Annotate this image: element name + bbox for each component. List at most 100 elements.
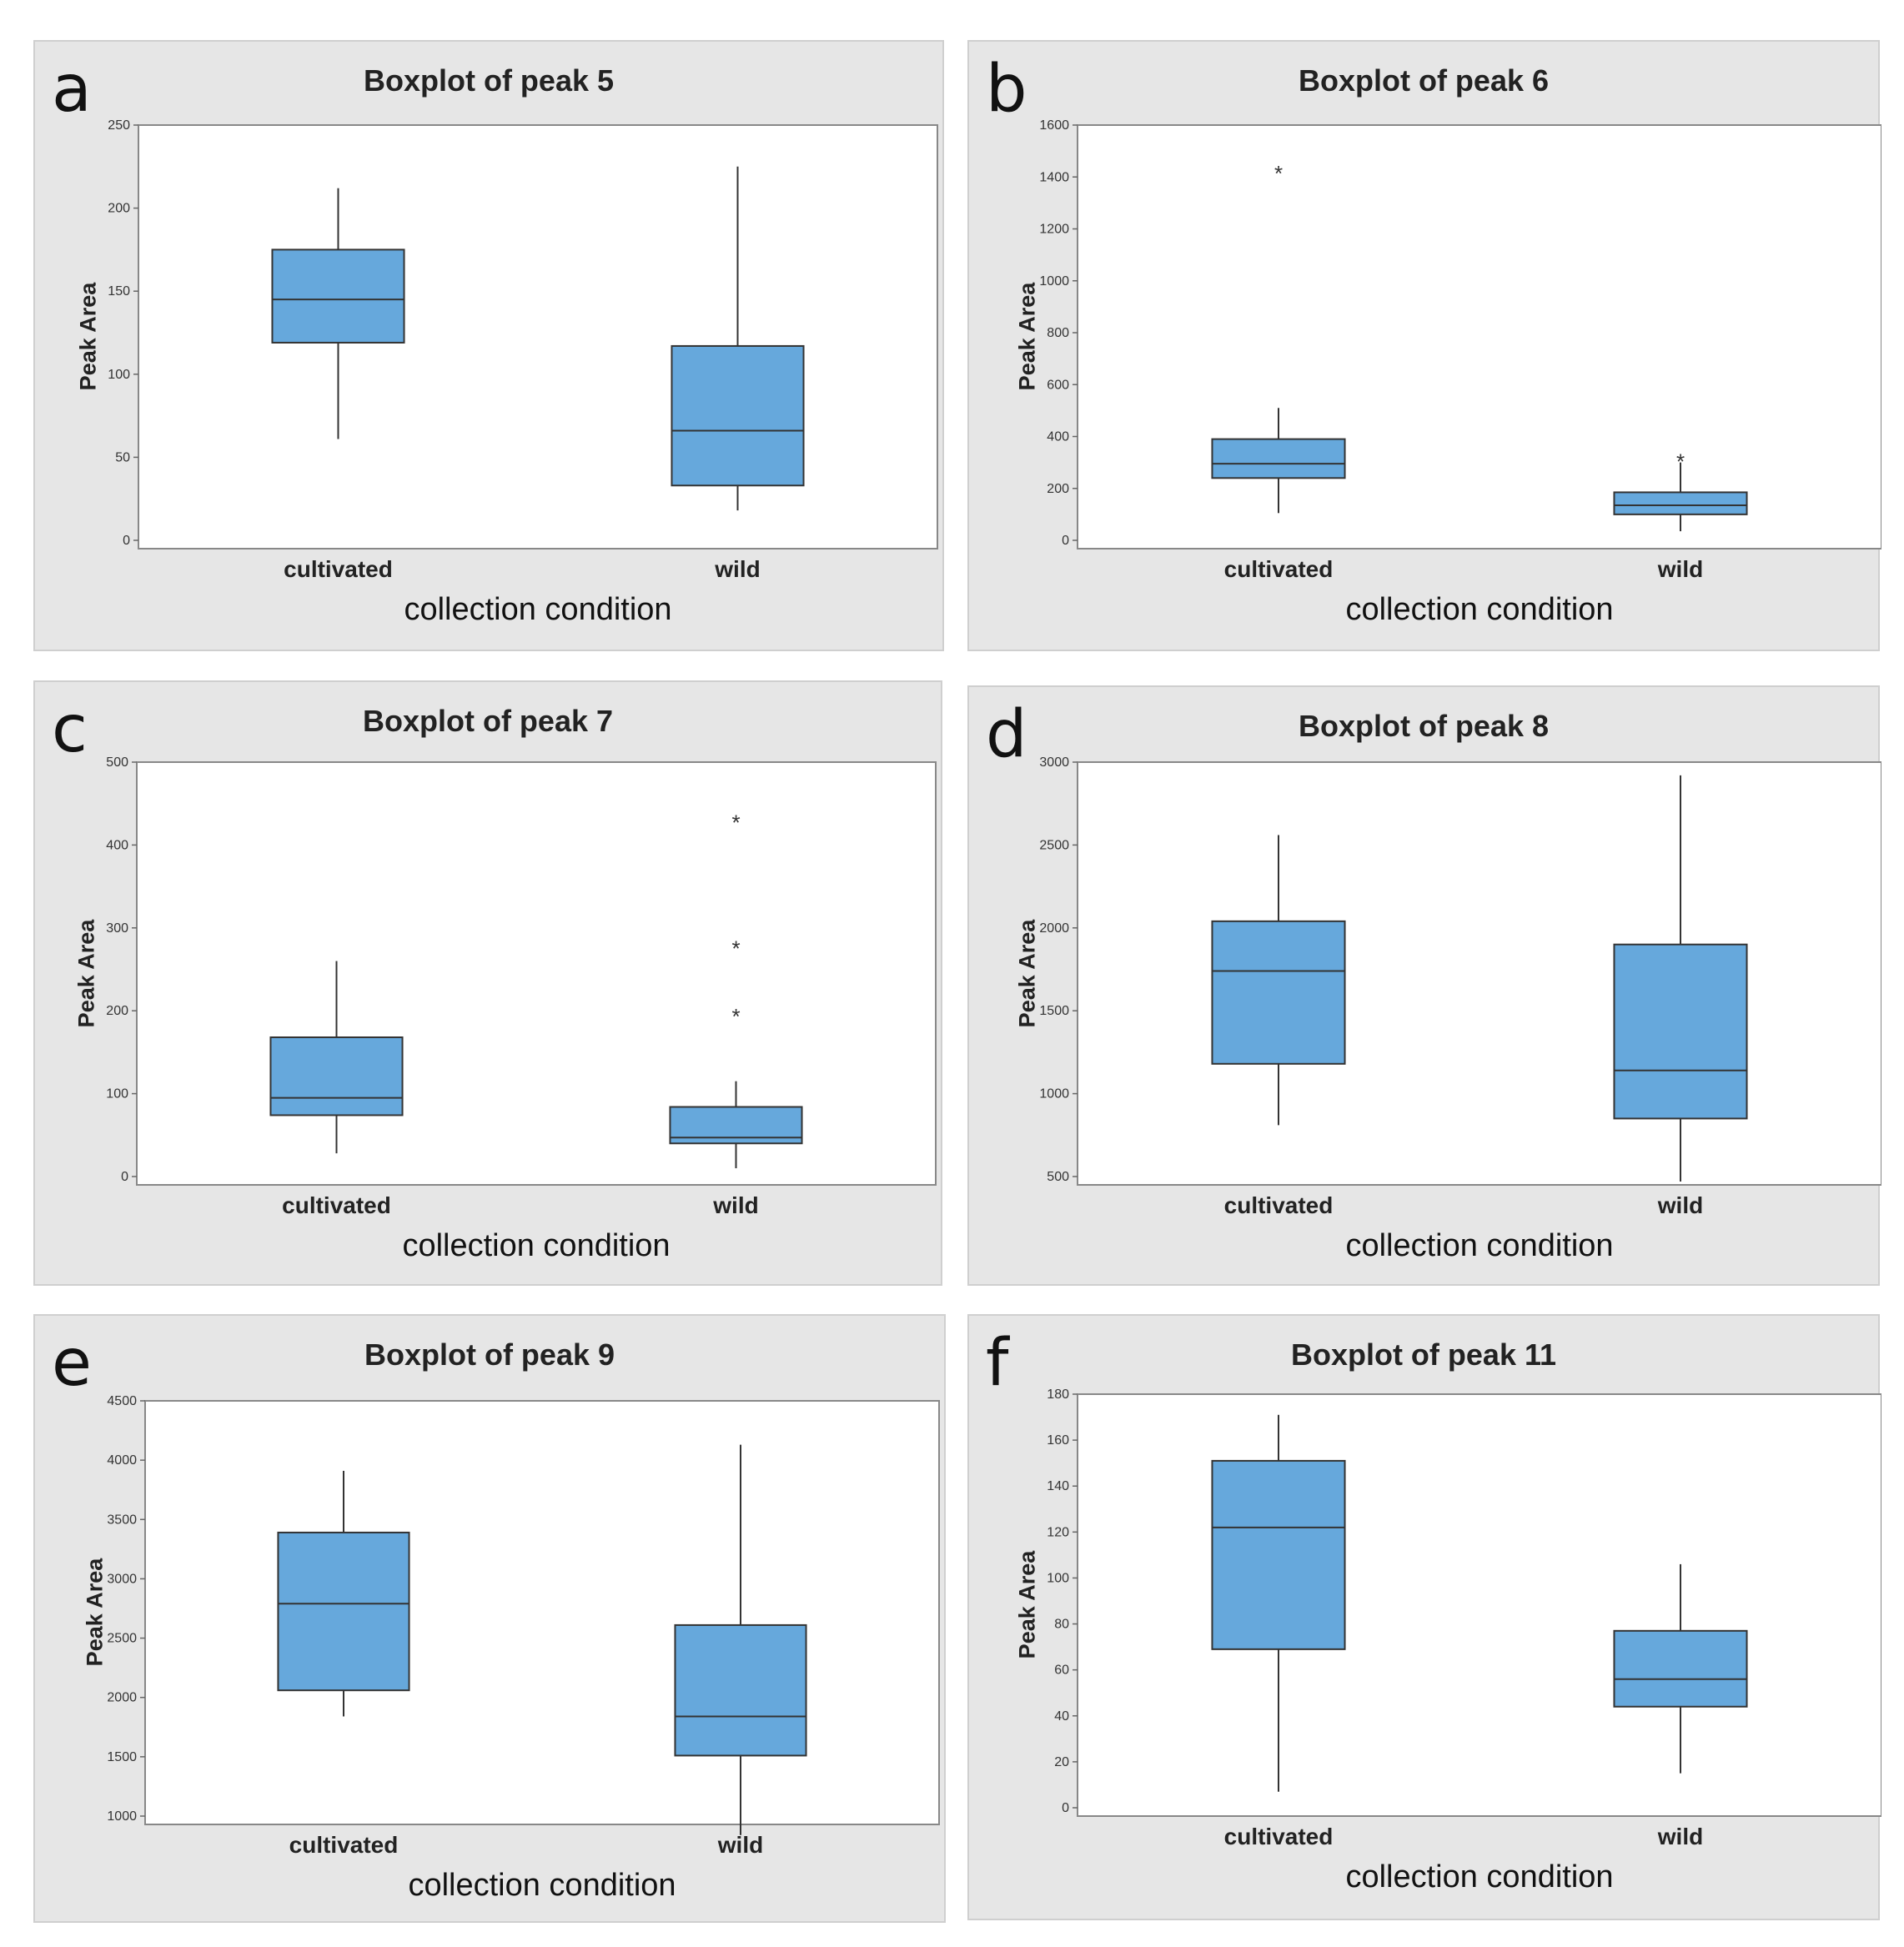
x-category-label: wild	[1657, 1192, 1703, 1218]
y-tick-label: 3500	[107, 1513, 137, 1527]
x-category-label: wild	[712, 1192, 758, 1218]
iqr-box	[269, 1036, 404, 1117]
y-tick-label: 200	[108, 202, 130, 216]
y-tick-label: 2000	[1039, 921, 1069, 936]
box-cultivated	[1211, 835, 1346, 1126]
x-category-label: cultivated	[1224, 556, 1334, 582]
plot-background	[138, 124, 938, 549]
y-tick-label: 600	[1047, 378, 1069, 392]
panel-letter: e	[52, 1326, 92, 1401]
y-tick-label: 1600	[1039, 118, 1069, 133]
chart-title: Boxplot of peak 8	[1298, 709, 1550, 743]
y-tick-label: 50	[115, 450, 130, 464]
outlier-marker: *	[1676, 449, 1685, 474]
x-category-label: wild	[1657, 556, 1703, 582]
x-axis-label: collection condition	[1345, 1859, 1614, 1894]
plot-area: 0 200 400 600 800 1000 1200 1400 1600 * cultivated…	[1039, 118, 1881, 582]
iqr-box	[1211, 438, 1346, 479]
y-tick-label: 1200	[1039, 223, 1069, 237]
chart-title: Boxplot of peak 5	[363, 63, 615, 98]
chart-panel-b: b Boxplot of peak 6 Peak Area collection co…	[967, 40, 1881, 651]
x-category-label: wild	[714, 556, 760, 582]
y-tick-label: 0	[121, 1170, 128, 1184]
outlier-marker: *	[731, 936, 740, 961]
y-tick-label: 400	[1047, 430, 1069, 444]
y-tick-label: 60	[1054, 1663, 1069, 1678]
y-tick-label: 100	[1047, 1571, 1069, 1585]
y-tick-label: 500	[106, 755, 128, 770]
plot-area: 500 1000 1500 2000 2500 3000 cultivated wild	[1039, 755, 1881, 1218]
chart-title: Boxplot of peak 11	[1290, 1337, 1557, 1372]
y-tick-label: 800	[1047, 326, 1069, 340]
plot-area: 0 20 40 60 80 100 120 140 160 180 cultivated wild	[1047, 1387, 1881, 1849]
y-tick-label: 150	[108, 284, 130, 299]
x-axis-label: collection condition	[402, 1228, 671, 1263]
box-cultivated: *	[1211, 161, 1346, 514]
box-wild: * * *	[669, 810, 803, 1169]
plot-background	[1077, 1393, 1881, 1817]
x-category-label: wild	[1657, 1824, 1703, 1849]
x-axis-label: collection condition	[408, 1868, 676, 1903]
iqr-box	[1211, 1459, 1346, 1650]
plot-background	[1077, 761, 1881, 1186]
y-tick-label: 100	[106, 1087, 128, 1101]
box-cultivated	[1211, 1414, 1346, 1792]
y-tick-label: 0	[123, 534, 130, 548]
y-tick-label: 500	[1047, 1170, 1069, 1184]
y-tick-label: 2500	[107, 1632, 137, 1646]
y-tick-label: 3000	[107, 1572, 137, 1586]
x-category-label: cultivated	[284, 556, 393, 582]
box-wild	[671, 166, 805, 511]
chart-panel-d: d Boxplot of peak 8 Peak Area collection co…	[967, 685, 1881, 1286]
y-tick-label: 4000	[107, 1453, 137, 1468]
chart-title: Boxplot of peak 6	[1298, 63, 1550, 98]
x-axis-label: collection condition	[1345, 1228, 1614, 1263]
y-tick-label: 140	[1047, 1479, 1069, 1493]
y-tick-label: 4500	[107, 1394, 137, 1408]
plot-background	[136, 761, 937, 1186]
plot-area: 0 100 200 300 400 500 cultivated * * * wild	[106, 755, 937, 1218]
plot-area: 0 50 100 150 200 250 cultivated wild	[108, 118, 938, 582]
y-tick-label: 200	[1047, 482, 1069, 496]
y-tick-label: 400	[106, 838, 128, 852]
y-tick-label: 100	[108, 368, 130, 382]
box-cultivated	[277, 1470, 410, 1717]
y-tick-label: 120	[1047, 1525, 1069, 1539]
plot-background	[144, 1400, 940, 1825]
iqr-box	[674, 1623, 807, 1757]
box-wild	[1613, 1563, 1748, 1774]
x-category-label: cultivated	[289, 1832, 399, 1858]
chart-title: Boxplot of peak 7	[362, 704, 614, 738]
outlier-marker: *	[731, 1004, 740, 1029]
y-tick-label: 1000	[1039, 1087, 1069, 1101]
y-tick-label: 0	[1062, 534, 1069, 548]
outlier-marker: *	[1274, 161, 1283, 186]
y-tick-label: 180	[1047, 1387, 1069, 1402]
chart-panel-e: e Boxplot of peak 9 Peak Area collection co…	[33, 1314, 946, 1923]
y-tick-label: 2500	[1039, 838, 1069, 852]
panel-letter: c	[52, 692, 88, 767]
x-category-label: cultivated	[282, 1192, 391, 1218]
panel-letter: b	[986, 52, 1027, 127]
x-category-label: cultivated	[1224, 1192, 1334, 1218]
iqr-box	[1613, 491, 1748, 515]
y-tick-label: 1500	[1039, 1004, 1069, 1018]
panel-letter: a	[52, 52, 92, 127]
x-category-label: wild	[717, 1832, 763, 1858]
x-axis-label: collection condition	[404, 592, 672, 627]
plot-area: 1000 1500 2000 2500 3000 3500 4000 4500 cultivat…	[107, 1394, 940, 1858]
y-tick-label: 0	[1062, 1801, 1069, 1815]
panel-letter: d	[986, 697, 1027, 772]
y-tick-label: 160	[1047, 1433, 1069, 1448]
iqr-box	[1613, 943, 1748, 1120]
iqr-box	[277, 1531, 410, 1692]
iqr-box	[1613, 1629, 1748, 1708]
outlier-marker: *	[731, 810, 740, 836]
iqr-box	[671, 344, 805, 487]
y-tick-label: 20	[1054, 1755, 1069, 1769]
y-tick-label: 1000	[1039, 274, 1069, 289]
box-cultivated	[269, 961, 404, 1154]
box-wild: *	[1613, 449, 1748, 532]
box-cultivated	[271, 188, 405, 439]
box-wild	[674, 1444, 807, 1835]
